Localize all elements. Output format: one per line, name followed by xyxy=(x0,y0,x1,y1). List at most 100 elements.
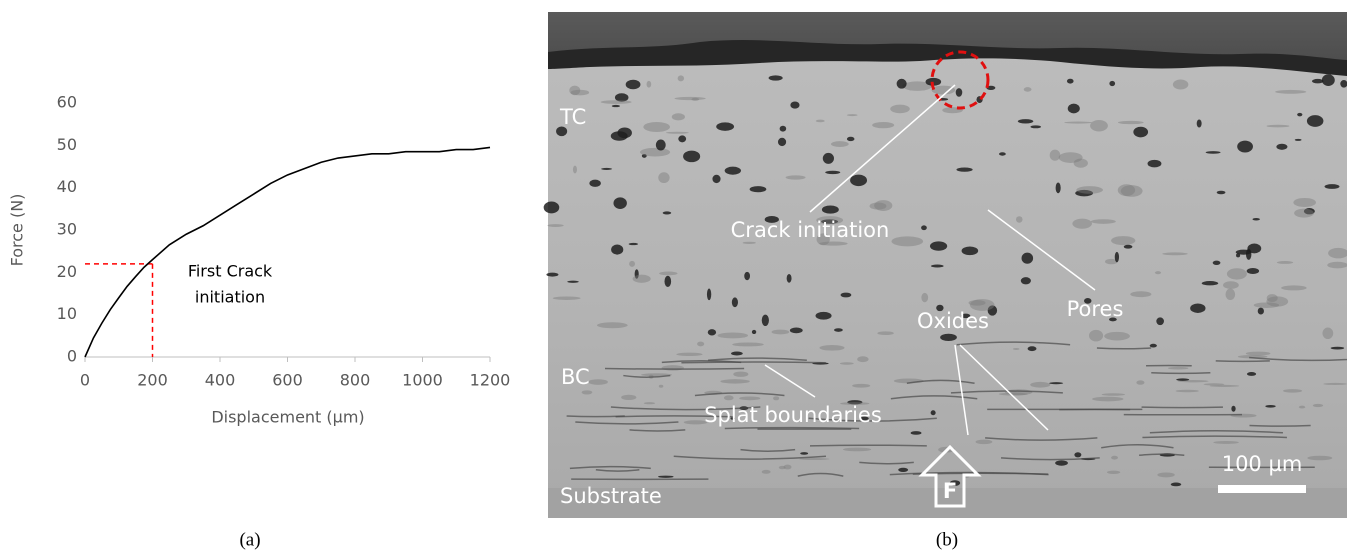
texture xyxy=(659,385,664,388)
texture xyxy=(743,242,756,244)
texture xyxy=(1213,441,1238,444)
texture xyxy=(872,122,894,128)
texture xyxy=(852,384,870,388)
texture xyxy=(1213,261,1221,265)
texture xyxy=(678,75,684,81)
feature-label: Crack initiation xyxy=(731,218,890,242)
texture xyxy=(573,166,577,174)
texture xyxy=(553,296,581,299)
texture xyxy=(769,75,783,80)
texture xyxy=(1283,389,1302,392)
feature-label: Pores xyxy=(1067,297,1124,321)
texture xyxy=(1190,303,1205,313)
texture xyxy=(1028,346,1037,351)
texture xyxy=(1197,119,1202,127)
texture xyxy=(1162,252,1187,255)
texture xyxy=(931,86,955,95)
texture xyxy=(762,470,771,474)
texture xyxy=(790,102,799,109)
texture xyxy=(621,395,636,400)
texture xyxy=(1247,268,1259,274)
texture xyxy=(1312,79,1324,83)
texture xyxy=(847,114,858,116)
texture xyxy=(716,122,734,131)
texture xyxy=(772,330,790,335)
texture xyxy=(750,186,767,192)
texture xyxy=(1013,348,1020,350)
texture xyxy=(626,80,641,90)
annotation: First Crack xyxy=(188,262,273,281)
texture xyxy=(1275,90,1306,94)
texture xyxy=(1277,261,1293,264)
texture xyxy=(1276,144,1287,150)
texture xyxy=(1281,285,1307,290)
layer-label: Substrate xyxy=(560,484,662,508)
y-tick-label: 20 xyxy=(57,262,77,281)
texture xyxy=(629,243,638,245)
x-tick-label: 0 xyxy=(80,371,90,390)
x-tick-label: 1200 xyxy=(470,371,511,390)
texture xyxy=(1064,122,1092,124)
texture xyxy=(708,329,716,335)
texture xyxy=(877,331,893,335)
texture xyxy=(659,271,677,275)
texture xyxy=(823,153,834,164)
texture xyxy=(1325,184,1340,189)
texture xyxy=(1092,397,1123,402)
texture xyxy=(1136,380,1144,384)
texture xyxy=(1156,317,1164,325)
texture xyxy=(1124,245,1133,249)
texture xyxy=(663,211,672,214)
texture xyxy=(1074,159,1088,168)
texture xyxy=(1111,456,1118,460)
figure: TC Crack initiation Pores Oxides BC Spla… xyxy=(0,0,1347,554)
micrograph: TC Crack initiation Pores Oxides BC Spla… xyxy=(544,12,1347,518)
texture xyxy=(672,113,685,120)
texture xyxy=(1151,373,1210,374)
texture xyxy=(1226,289,1236,300)
x-tick-label: 400 xyxy=(205,371,236,390)
texture xyxy=(1323,383,1346,385)
texture xyxy=(1293,198,1316,207)
texture xyxy=(733,372,748,377)
y-tick-label: 40 xyxy=(57,177,77,196)
texture xyxy=(1021,277,1031,284)
texture xyxy=(1176,390,1199,392)
y-tick-label: 60 xyxy=(57,93,77,112)
texture xyxy=(1030,382,1050,388)
texture xyxy=(999,152,1006,155)
texture xyxy=(1297,113,1302,116)
texture xyxy=(1265,405,1276,408)
y-tick-label: 50 xyxy=(57,135,77,154)
y-axis-label: Force (N) xyxy=(8,194,27,267)
texture xyxy=(1322,74,1335,86)
x-tick-label: 1000 xyxy=(402,371,443,390)
texture xyxy=(1150,344,1157,348)
texture xyxy=(1173,80,1189,90)
texture xyxy=(1018,119,1033,123)
texture xyxy=(1231,406,1235,412)
texture xyxy=(921,293,928,302)
texture xyxy=(725,167,741,175)
texture xyxy=(656,139,666,150)
texture xyxy=(1072,219,1092,229)
texture xyxy=(731,352,743,356)
texture xyxy=(658,476,674,478)
annotation: initiation xyxy=(195,288,265,307)
texture xyxy=(601,100,632,104)
texture xyxy=(643,122,670,132)
texture xyxy=(1111,236,1135,245)
texture xyxy=(752,330,756,334)
texture xyxy=(1327,262,1347,269)
x-tick-label: 200 xyxy=(137,371,168,390)
texture xyxy=(1227,268,1247,279)
texture xyxy=(790,328,803,334)
texture xyxy=(1157,472,1174,477)
data-line xyxy=(85,147,490,357)
texture xyxy=(1252,218,1259,221)
texture xyxy=(1076,186,1103,194)
texture xyxy=(911,431,922,435)
texture xyxy=(744,272,750,280)
texture xyxy=(1109,81,1115,86)
panel-label: (a) xyxy=(239,529,260,550)
